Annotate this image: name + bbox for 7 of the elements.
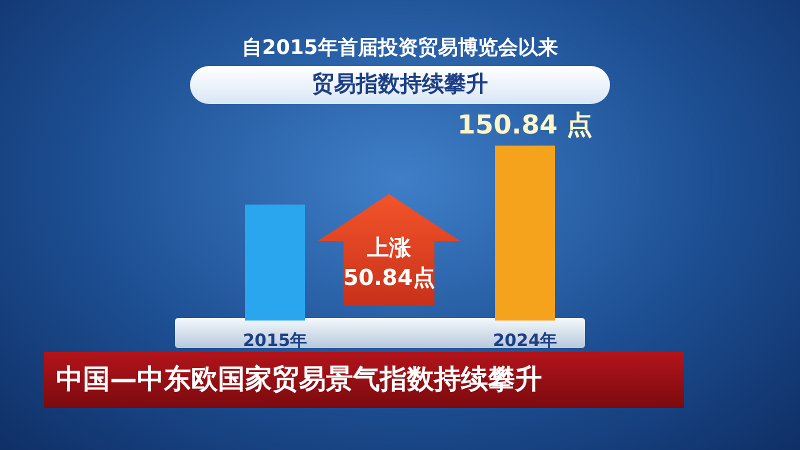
chart-title: 自2015年首届投资贸易博览会以来 bbox=[241, 34, 559, 61]
x-tick-label: 2024年 bbox=[492, 331, 558, 352]
chart-subtitle: 贸易指数持续攀升 bbox=[190, 66, 610, 104]
x-tick-label: 2015年 bbox=[242, 331, 308, 352]
data-label: 150.84 点 bbox=[457, 110, 593, 140]
annotation: 上涨 50.84点 bbox=[342, 235, 436, 293]
text: 中国—中东欧国家贸易景气指数持续攀升 bbox=[44, 352, 684, 408]
